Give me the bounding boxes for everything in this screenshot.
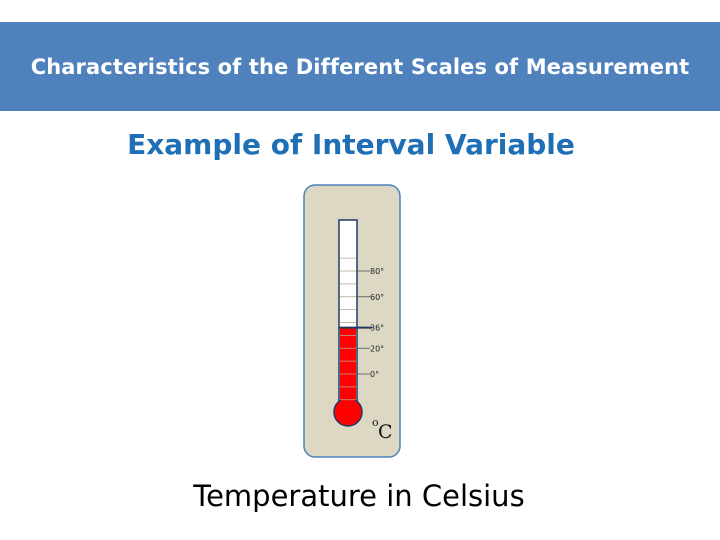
scale-tick-label: 36° bbox=[370, 324, 384, 333]
bulb-neck bbox=[340, 396, 356, 400]
mercury-column bbox=[340, 327, 356, 408]
scale-tick-label: 80° bbox=[370, 267, 384, 276]
thermometer-bulb bbox=[333, 397, 363, 427]
slide-title: Characteristics of the Different Scales … bbox=[30, 54, 690, 79]
scale-tick-label: 0° bbox=[370, 370, 379, 379]
unit-degree-symbol: o bbox=[372, 416, 379, 429]
header-band: Characteristics of the Different Scales … bbox=[0, 22, 720, 111]
unit-letter: C bbox=[378, 421, 393, 443]
scale-tick-label: 60° bbox=[370, 293, 384, 302]
scale-tick-label: 20° bbox=[370, 344, 384, 353]
slide-subtitle: Example of Interval Variable bbox=[127, 128, 575, 161]
caption: Temperature in Celsius bbox=[193, 479, 525, 513]
minor-graduations bbox=[340, 257, 356, 401]
